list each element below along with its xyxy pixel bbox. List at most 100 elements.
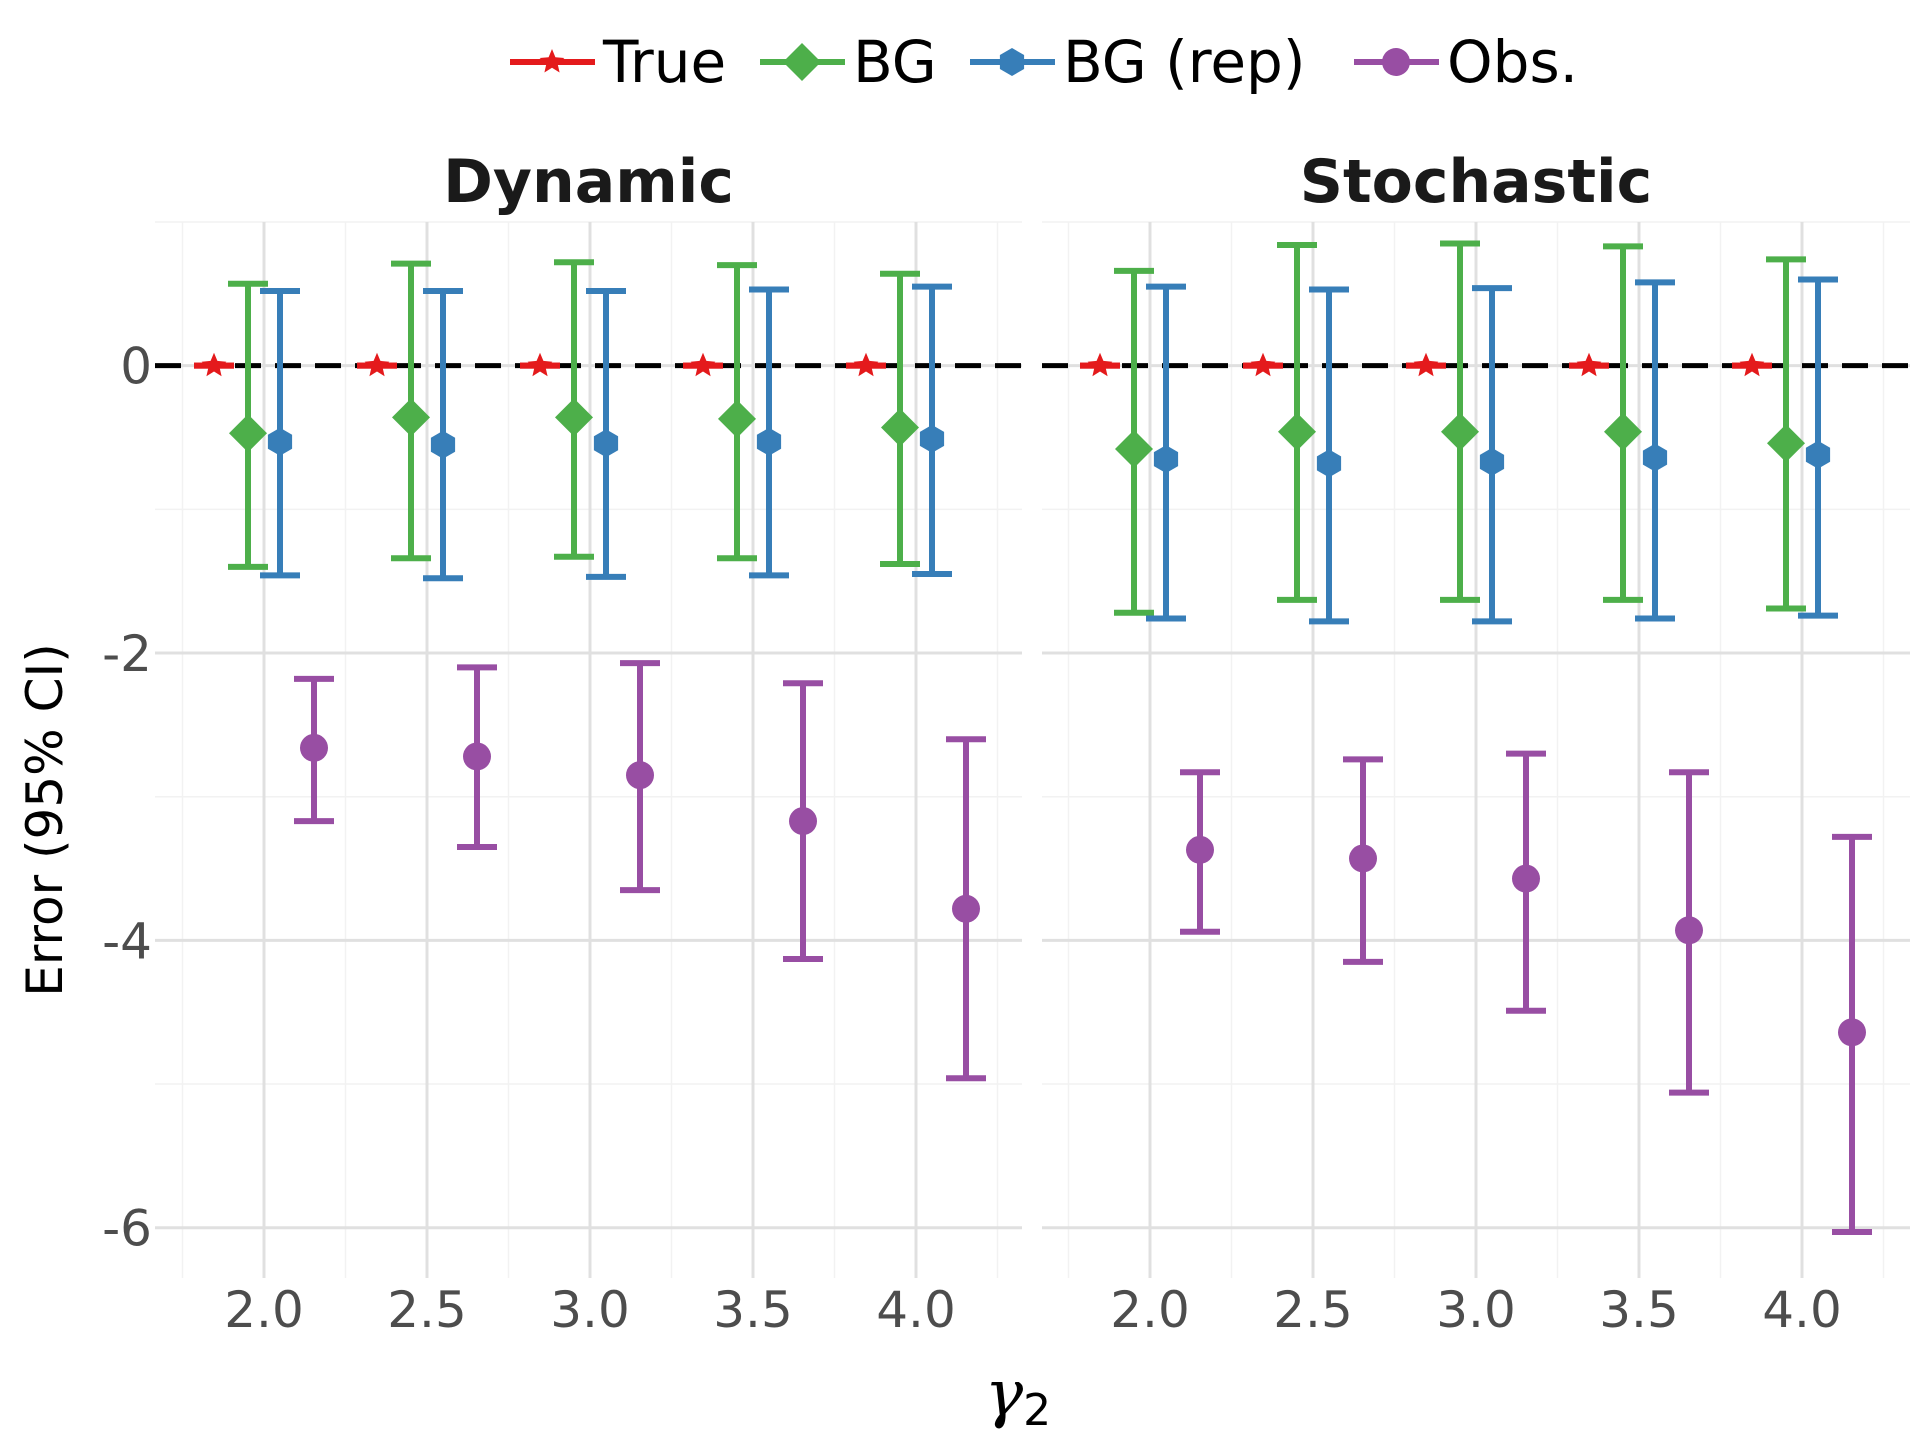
x-tick-label: 4.0: [1762, 1281, 1842, 1339]
point-group-bg-rep: [1146, 283, 1186, 622]
data-point-true: [527, 352, 553, 377]
data-point-obs: [1675, 916, 1703, 945]
data-point-bg-rep: [1642, 443, 1668, 472]
legend-item-obs: Obs.: [1354, 28, 1578, 96]
y-tick-label: -4: [102, 912, 152, 970]
x-tick-label: 3.5: [1599, 1281, 1679, 1339]
point-group-true: [520, 352, 560, 377]
data-point-bg: [718, 399, 756, 438]
point-group-bg-rep: [260, 287, 300, 579]
data-point-obs: [1186, 835, 1214, 864]
data-point-obs: [1838, 1018, 1866, 1047]
facet-panels: Dynamic 2.0 2.5 3.0 3.5 4.0 0 -2 -4 -6 Stochastic 2…: [102, 147, 1910, 1339]
y-axis-title: Error (95% CI): [16, 643, 74, 996]
point-group-true: [194, 352, 234, 377]
facet-dynamic: Dynamic 2.0 2.5 3.0 3.5 4.0 0 -2 -4 -6: [102, 147, 1022, 1339]
x-tick-label: 4.0: [876, 1281, 956, 1339]
point-group-obs: [946, 736, 986, 1082]
data-point-obs: [300, 733, 328, 762]
data-point-true: [1250, 352, 1276, 377]
data-point-bg-rep: [756, 427, 782, 456]
point-group-bg-rep: [912, 283, 952, 577]
data-point-obs: [1512, 864, 1540, 893]
legend-item-bg-rep: BG (rep): [970, 28, 1305, 96]
series-bg: [228, 259, 920, 570]
point-group-obs: [1506, 750, 1546, 1014]
y-tick-label: -6: [102, 1200, 152, 1258]
point-group-true: [1243, 352, 1283, 377]
legend-label-bg-rep: BG (rep): [1063, 28, 1305, 96]
data-point-bg-rep: [430, 430, 456, 459]
data-point-true: [690, 352, 716, 377]
data-point-true: [1739, 352, 1765, 377]
data-point-bg: [1441, 412, 1479, 451]
legend-label-bg: BG: [853, 28, 937, 96]
legend-key-marker-true: [539, 49, 565, 73]
point-group-bg: [391, 260, 431, 562]
point-group-true: [1406, 352, 1446, 377]
point-group-bg-rep: [749, 286, 789, 579]
point-group-obs: [457, 664, 497, 850]
point-group-true: [1732, 352, 1772, 377]
point-group-true: [846, 352, 886, 377]
series-true: [194, 352, 886, 377]
series-bg: [1114, 240, 1806, 616]
y-tick-label: 0: [120, 338, 152, 396]
point-group-bg-rep: [1798, 276, 1838, 619]
point-group-obs: [1669, 769, 1709, 1096]
point-group-bg: [228, 280, 268, 570]
data-point-obs: [1349, 844, 1377, 873]
data-point-obs: [952, 894, 980, 923]
point-group-obs: [1180, 769, 1220, 935]
series-obs: [294, 660, 986, 1082]
data-point-obs: [789, 807, 817, 836]
data-point-bg-rep: [1805, 440, 1831, 469]
point-group-bg-rep: [1635, 279, 1675, 622]
x-tick-label: 2.0: [1110, 1281, 1190, 1339]
point-group-bg: [554, 259, 594, 560]
data-point-true: [853, 352, 879, 377]
point-group-true: [1569, 352, 1609, 377]
legend-key-marker-bg-rep: [999, 48, 1025, 76]
x-tick-label: 3.0: [550, 1281, 630, 1339]
facet-stochastic: Stochastic 2.0 2.5 3.0 3.5 4.0: [1042, 147, 1910, 1339]
x-axis-title: γ2: [985, 1357, 1051, 1436]
x-axis-title-symbol: γ: [985, 1357, 1024, 1431]
legend-label-obs: Obs.: [1447, 28, 1578, 96]
data-point-bg-rep: [919, 424, 945, 453]
point-group-obs: [1343, 756, 1383, 965]
point-group-bg: [717, 262, 757, 562]
point-group-true: [683, 352, 723, 377]
point-group-bg: [1766, 256, 1806, 612]
facet-title-dynamic: Dynamic: [443, 147, 734, 217]
data-point-true: [1413, 352, 1439, 377]
data-point-true: [364, 352, 390, 377]
data-point-bg-rep: [1316, 449, 1342, 478]
data-point-bg-rep: [267, 427, 293, 456]
data-point-bg: [392, 398, 430, 437]
data-point-obs: [626, 761, 654, 790]
x-tick-label: 2.5: [387, 1281, 467, 1339]
y-tick-label: -2: [102, 625, 152, 683]
point-group-bg: [1277, 241, 1317, 603]
x-tick-label: 2.0: [224, 1281, 304, 1339]
data-point-bg: [1767, 424, 1805, 463]
point-group-obs: [620, 660, 660, 894]
data-point-bg: [881, 408, 919, 447]
point-group-bg-rep: [1309, 286, 1349, 625]
data-point-true: [1576, 352, 1602, 377]
data-point-bg: [555, 398, 593, 437]
x-tick-label: 2.5: [1273, 1281, 1353, 1339]
legend-label-true: True: [602, 28, 726, 96]
x-tick-label: 3.0: [1436, 1281, 1516, 1339]
point-group-bg: [880, 270, 920, 567]
point-group-obs: [1832, 833, 1872, 1236]
series-bg-rep: [260, 283, 952, 582]
series-true: [1080, 352, 1772, 377]
point-group-bg: [1440, 240, 1480, 603]
legend-item-true: True: [510, 28, 726, 96]
x-axis-title-subscript: 2: [1023, 1385, 1051, 1436]
data-point-bg-rep: [1479, 447, 1505, 476]
